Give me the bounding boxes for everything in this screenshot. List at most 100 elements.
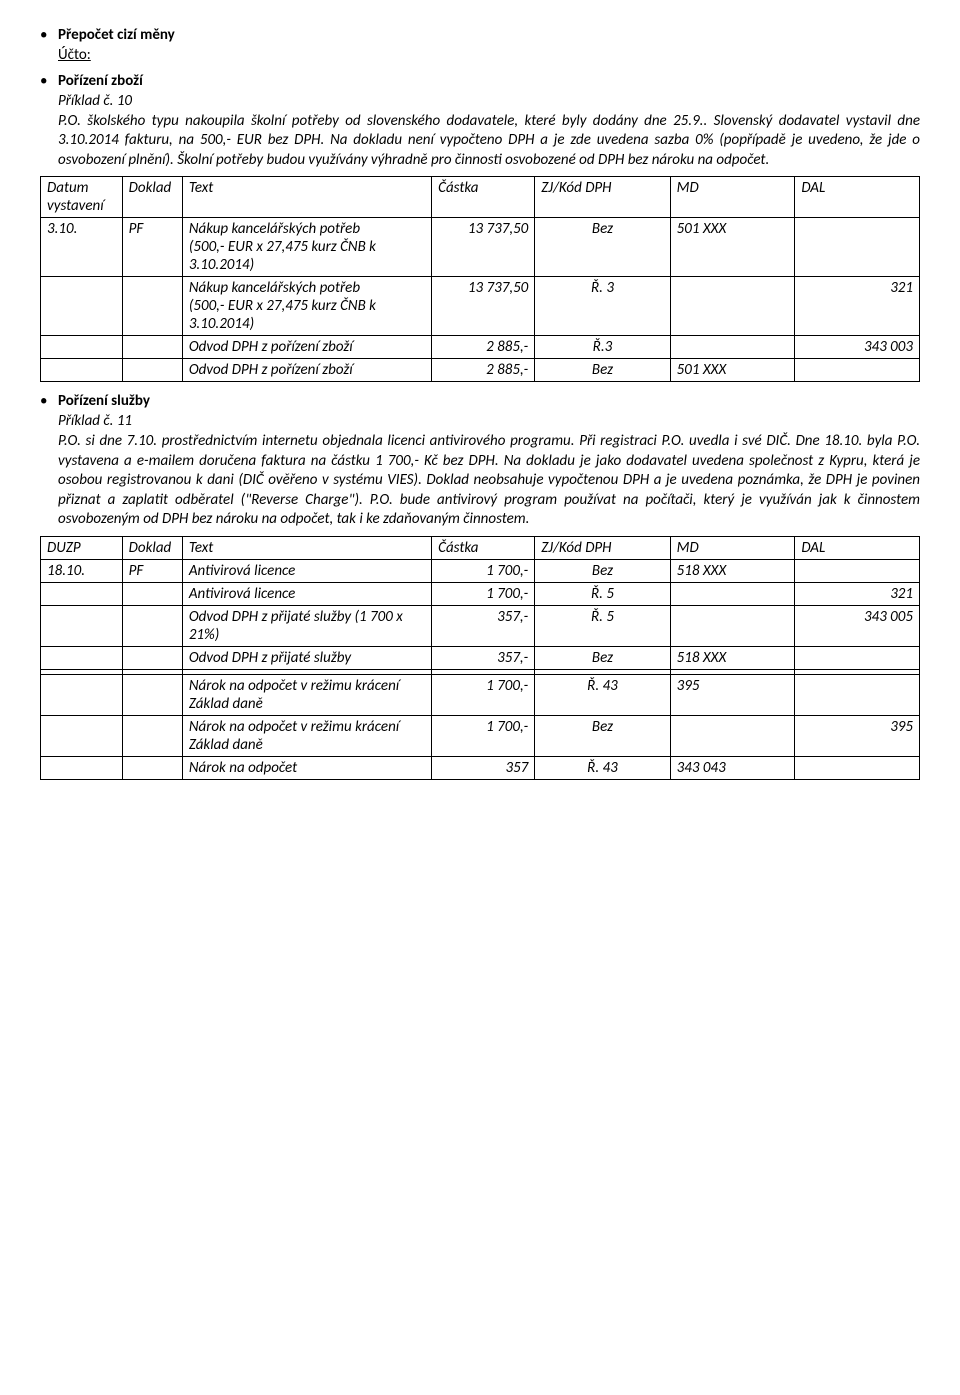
table-porizeni-sluzby: DUZP Doklad Text Částka ZJ/Kód DPH MD DA… [40, 536, 920, 780]
td-zj: Ř. 5 [535, 605, 670, 646]
th-castka: Částka [432, 536, 535, 559]
td-text: Nárok na odpočet v režimu krácení Základ… [182, 674, 431, 715]
th-dal: DAL [795, 177, 920, 218]
td-zj: Bez [535, 218, 670, 277]
td-zj: Ř. 43 [535, 674, 670, 715]
table-row: Nárok na odpočet v režimu krácení Základ… [41, 674, 920, 715]
table-row: Nákup kancelářských potřeb (500,- EUR x … [41, 277, 920, 336]
td-dokla [122, 359, 182, 382]
td-zj: Ř. 5 [535, 582, 670, 605]
section1-paragraph: P.O. školského typu nakoupila školní pot… [58, 112, 920, 171]
td-dokla [122, 674, 182, 715]
td-text: Odvod DPH z pořízení zboží [182, 336, 431, 359]
td-datum [41, 646, 123, 669]
td-cast: 2 885,- [432, 359, 535, 382]
td-dal: 343 005 [795, 605, 920, 646]
bullet-icon: • [40, 392, 58, 410]
td-text: Nárok na odpočet v režimu krácení Základ… [182, 715, 431, 756]
td-dal: 321 [795, 277, 920, 336]
td-md [670, 336, 795, 359]
td-md: 501 XXX [670, 218, 795, 277]
table-row: Odvod DPH z pořízení zboží2 885,-Bez501 … [41, 359, 920, 382]
td-text: Antivirová licence [182, 582, 431, 605]
td-datum [41, 674, 123, 715]
td-dal [795, 218, 920, 277]
td-dokla [122, 605, 182, 646]
bullet-icon: • [40, 72, 58, 90]
td-datum [41, 715, 123, 756]
td-text: Nákup kancelářských potřeb (500,- EUR x … [182, 277, 431, 336]
td-dokla: PF [122, 559, 182, 582]
td-cast: 1 700,- [432, 582, 535, 605]
td-dokla [122, 336, 182, 359]
th-text: Text [182, 536, 431, 559]
section2-paragraph: P.O. si dne 7.10. prostřednictvím intern… [58, 432, 920, 530]
td-md: 343 043 [670, 756, 795, 779]
td-dal [795, 674, 920, 715]
td-md: 501 XXX [670, 359, 795, 382]
td-md: 395 [670, 674, 795, 715]
td-dokla: PF [122, 218, 182, 277]
td-cast: 357,- [432, 605, 535, 646]
bullet-porizeni-zbozi: • Pořízení zboží [40, 72, 920, 90]
td-datum [41, 756, 123, 779]
td-dokla [122, 646, 182, 669]
table2-header-row: DUZP Doklad Text Částka ZJ/Kód DPH MD DA… [41, 536, 920, 559]
td-text: Odvod DPH z přijaté služby (1 700 x 21%) [182, 605, 431, 646]
table-row: Nárok na odpočet357Ř. 43343 043 [41, 756, 920, 779]
th-text: Text [182, 177, 431, 218]
td-zj: Ř.3 [535, 336, 670, 359]
td-zj: Bez [535, 715, 670, 756]
td-text: Odvod DPH z pořízení zboží [182, 359, 431, 382]
td-datum [41, 605, 123, 646]
th-zj: ZJ/Kód DPH [535, 177, 670, 218]
td-datum: 3.10. [41, 218, 123, 277]
td-dokla [122, 582, 182, 605]
td-cast: 2 885,- [432, 336, 535, 359]
td-zj: Ř. 43 [535, 756, 670, 779]
td-cast: 357 [432, 756, 535, 779]
td-zj: Bez [535, 646, 670, 669]
ucto-label: Účto: [58, 46, 91, 64]
td-text: Nárok na odpočet [182, 756, 431, 779]
table1-header-row: Datum vystavení Doklad Text Částka ZJ/Kó… [41, 177, 920, 218]
bullet-icon: • [40, 26, 58, 44]
td-cast: 357,- [432, 646, 535, 669]
td-cast: 13 737,50 [432, 218, 535, 277]
table-row: 3.10.PFNákup kancelářských potřeb (500,-… [41, 218, 920, 277]
td-md [670, 582, 795, 605]
th-dal: DAL [795, 536, 920, 559]
td-datum [41, 582, 123, 605]
table-row: Odvod DPH z přijaté služby (1 700 x 21%)… [41, 605, 920, 646]
th-md: MD [670, 177, 795, 218]
th-md: MD [670, 536, 795, 559]
table-row: Antivirová licence1 700,-Ř. 5321 [41, 582, 920, 605]
bullet-porizeni-sluzby: • Pořízení služby [40, 392, 920, 410]
th-datum: Datum vystavení [41, 177, 123, 218]
td-text: Odvod DPH z přijaté služby [182, 646, 431, 669]
td-zj: Ř. 3 [535, 277, 670, 336]
th-castka: Částka [432, 177, 535, 218]
td-dokla [122, 756, 182, 779]
td-datum [41, 277, 123, 336]
td-zj: Bez [535, 559, 670, 582]
td-md [670, 605, 795, 646]
table-row: Nárok na odpočet v režimu krácení Základ… [41, 715, 920, 756]
td-datum [41, 336, 123, 359]
bullet-prepocet: • Přepočet cizí měny [40, 26, 920, 44]
td-cast: 1 700,- [432, 674, 535, 715]
th-doklad: Doklad [122, 177, 182, 218]
td-dal: 395 [795, 715, 920, 756]
td-md [670, 277, 795, 336]
th-zj: ZJ/Kód DPH [535, 536, 670, 559]
td-cast: 13 737,50 [432, 277, 535, 336]
page: • Přepočet cizí měny Účto: • Pořízení zb… [0, 0, 960, 814]
td-cast: 1 700,- [432, 559, 535, 582]
priklad-10-label: Příklad č. 10 [58, 92, 920, 110]
td-datum [41, 359, 123, 382]
heading-prepocet: Přepočet cizí měny [58, 26, 175, 44]
td-dal [795, 756, 920, 779]
td-text: Nákup kancelářských potřeb (500,- EUR x … [182, 218, 431, 277]
td-dal [795, 646, 920, 669]
priklad-11-label: Příklad č. 11 [58, 412, 920, 430]
